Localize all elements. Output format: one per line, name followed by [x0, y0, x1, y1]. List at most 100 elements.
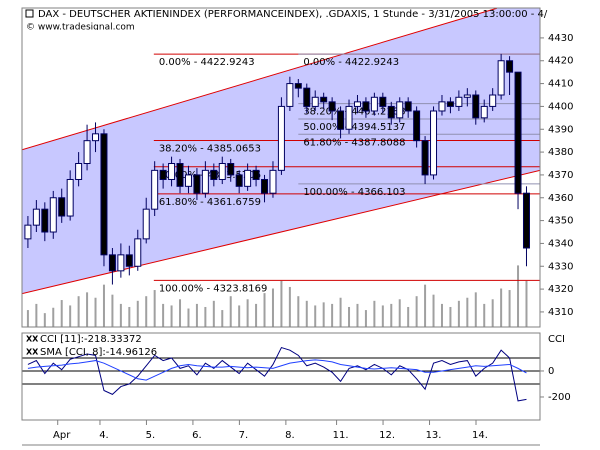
x-tick-label: 13.	[426, 430, 442, 441]
candle-body	[404, 101, 412, 112]
volume-bar	[449, 306, 452, 327]
candle-body	[92, 133, 100, 142]
volume-bar	[424, 284, 427, 327]
candle-body	[24, 224, 32, 240]
candle-body	[311, 96, 319, 107]
volume-bar	[466, 297, 469, 327]
volume-bar	[390, 303, 393, 327]
candle-body	[193, 174, 201, 194]
candle-body	[151, 169, 159, 210]
volume-bar	[508, 290, 511, 327]
fib-label: 0.00% - 4422.9243	[159, 57, 255, 68]
fib-label: 61.80% - 4387.8088	[303, 137, 405, 148]
volume-bar	[204, 306, 207, 327]
candle-body	[337, 110, 345, 130]
y-tick-label: 4330	[548, 261, 573, 272]
candle-body	[463, 94, 471, 98]
volume-bar	[255, 303, 258, 327]
candle-body	[108, 254, 116, 272]
x-tick-label: 14.	[472, 430, 488, 441]
volume-bar	[483, 303, 486, 327]
volume-bar	[136, 300, 139, 327]
fib-label: 38.20% - 4385.0653	[159, 144, 261, 155]
volume-bar	[153, 290, 156, 327]
volume-bar	[145, 296, 148, 327]
candle-body	[472, 94, 480, 119]
volume-bar	[212, 300, 215, 327]
candle-body	[176, 163, 184, 187]
candle-body	[379, 96, 387, 107]
volume-bar	[128, 306, 131, 327]
volume-bar	[491, 299, 494, 327]
volume-bar	[187, 308, 190, 327]
candle-body	[100, 133, 108, 256]
y-tick-label: 4320	[548, 284, 573, 295]
legend-label: CCI [11]:-218.33372	[40, 334, 142, 345]
candle-body	[455, 96, 463, 107]
candle-body	[396, 101, 404, 119]
chart-subtitle: © www.tradesignal.com	[26, 23, 135, 33]
y-tick-label: 4360	[548, 193, 573, 204]
volume-bar	[119, 303, 122, 327]
candle-body	[303, 87, 311, 107]
candle-body	[32, 208, 40, 226]
volume-bar	[339, 297, 342, 327]
volume-bar	[322, 302, 325, 327]
price-panel: 0.00% - 4422.9243 38.20% - 4385.0653 50.00…	[22, 8, 540, 327]
volume-bar	[373, 300, 376, 327]
volume-bar	[35, 303, 38, 327]
candle-body	[269, 169, 277, 194]
volume-bar	[271, 288, 274, 327]
fib-label: 0.00% - 4422.9243	[303, 57, 399, 68]
volume-bar	[246, 299, 249, 327]
candle-body	[446, 101, 454, 107]
cci-panel	[22, 346, 540, 402]
header: DAX - DEUTSCHER AKTIENINDEX (PERFORMANCE…	[25, 9, 548, 33]
y-tick-label: 4350	[548, 216, 573, 227]
volume-bar	[432, 294, 435, 327]
y-tick-label: 4310	[548, 307, 573, 318]
volume-bar	[331, 303, 334, 327]
candle-body	[142, 208, 150, 240]
candle-body	[201, 169, 209, 194]
candle-body	[353, 101, 361, 107]
y-tick-label: 4390	[548, 124, 573, 135]
channel-line	[22, 8, 498, 151]
candle-body	[58, 197, 66, 217]
x-tick-label: 12.	[379, 430, 395, 441]
candle-body	[506, 60, 514, 73]
volume-bar	[474, 292, 477, 327]
y-tick-label: 4410	[548, 79, 573, 90]
legend-icon: XX	[26, 348, 39, 357]
volume-bar	[26, 310, 29, 327]
volume-bar	[221, 310, 224, 327]
candle-body	[286, 83, 294, 107]
candle-body	[480, 105, 488, 119]
volume-bar	[77, 296, 80, 327]
volume-bar	[364, 310, 367, 327]
fib-label: 100.00% - 4366.103	[303, 187, 405, 198]
volume-bar	[407, 306, 410, 327]
volume-bar	[440, 303, 443, 327]
candle-body	[320, 96, 328, 103]
volume-bar	[179, 299, 182, 327]
candle-body	[514, 71, 522, 194]
candle-body	[421, 140, 429, 176]
header-icon	[25, 9, 34, 18]
candle-body	[134, 238, 142, 267]
candle-body	[244, 169, 252, 187]
candle-body	[75, 163, 83, 180]
candle-body	[168, 163, 176, 180]
cci-frame	[21, 332, 541, 421]
candle-body	[261, 178, 269, 194]
volume-bar	[280, 280, 283, 327]
candle-body	[235, 174, 243, 187]
candle-body	[489, 94, 497, 107]
candle-body	[117, 254, 125, 272]
cci-axis-label: CCI	[548, 334, 565, 345]
volume-bar	[229, 296, 232, 327]
volume-bar	[356, 303, 359, 327]
volume-bar	[162, 303, 165, 327]
volume-bar	[263, 293, 266, 327]
